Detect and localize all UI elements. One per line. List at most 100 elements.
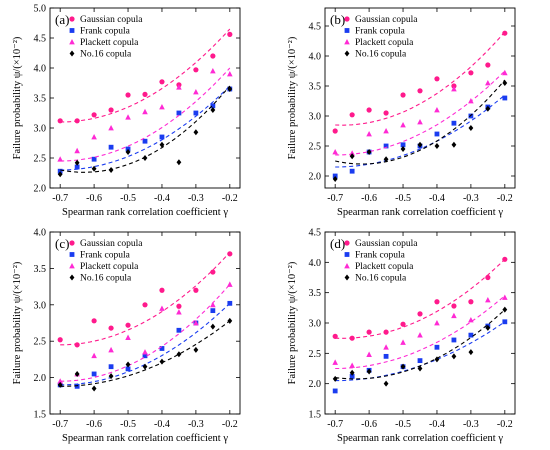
- data-point: [468, 316, 474, 323]
- data-point: [349, 112, 355, 118]
- x-tick-label: -0.5: [120, 419, 136, 430]
- y-tick-label: 3.5: [309, 82, 322, 93]
- y-tick-label: 4.0: [34, 64, 47, 75]
- data-point: [193, 67, 199, 73]
- data-point: [451, 303, 457, 309]
- y-tick-label: 5.0: [34, 4, 47, 15]
- data-point: [400, 339, 406, 345]
- legend-entry: Plackett copula: [80, 38, 139, 48]
- data-point: [383, 344, 389, 350]
- data-point: [417, 141, 423, 148]
- data-point: [159, 346, 165, 351]
- data-point: [57, 381, 63, 388]
- data-point: [91, 134, 97, 140]
- data-point: [502, 80, 508, 86]
- legend-marker: [69, 28, 75, 33]
- series-no-16-copula: [57, 85, 233, 178]
- x-tick-label: -0.2: [222, 419, 238, 430]
- x-tick-label: -0.6: [86, 419, 102, 430]
- data-point: [210, 269, 216, 275]
- legend-entry: Gaussian copula: [355, 15, 418, 25]
- fit-curve: [335, 295, 506, 370]
- data-point: [451, 86, 457, 92]
- data-point: [108, 364, 114, 370]
- data-point: [227, 300, 233, 306]
- y-tick-label: 2.5: [309, 142, 322, 153]
- x-axis-label: Spearman rank correlation coefficient γ: [62, 207, 228, 218]
- data-point: [159, 358, 165, 365]
- data-point: [468, 98, 474, 104]
- plot-frame: [324, 231, 516, 415]
- y-tick-label: 3.5: [34, 94, 47, 105]
- fit-curve: [335, 70, 506, 156]
- legend-entry: Plackett copula: [355, 38, 414, 48]
- data-point: [142, 363, 148, 370]
- data-point: [210, 53, 216, 59]
- data-point: [159, 134, 165, 140]
- data-point: [74, 370, 80, 377]
- data-point: [193, 89, 199, 95]
- legend-entry: Frank copula: [355, 27, 406, 37]
- data-point: [210, 103, 216, 109]
- series-gaussian-copula: [332, 30, 508, 134]
- series-no-16-copula: [57, 317, 233, 392]
- data-point: [400, 122, 406, 128]
- data-point: [451, 312, 457, 319]
- x-tick-label: -0.4: [154, 193, 170, 204]
- chart-panel-4: -0.7 -0.6 -0.5 -0.4 -0.3 -0.2 1.5 2.0 2.5 3.0 3.5 4…: [287, 228, 516, 444]
- data-point: [417, 311, 423, 317]
- data-point: [125, 149, 131, 155]
- data-point: [400, 321, 406, 327]
- data-point: [159, 79, 165, 85]
- data-point: [227, 71, 233, 77]
- data-point: [417, 332, 423, 338]
- y-axis-label: Failure probability ψ/(×10⁻²): [12, 261, 23, 384]
- data-point: [485, 324, 491, 331]
- data-point: [176, 309, 182, 315]
- data-point: [502, 319, 508, 325]
- data-point: [142, 108, 148, 115]
- data-point: [400, 142, 406, 148]
- data-point: [451, 353, 457, 360]
- data-point: [193, 320, 199, 326]
- data-point: [349, 150, 355, 156]
- data-point: [91, 112, 97, 118]
- legend-marker: [344, 274, 350, 281]
- legend-entry: Frank copula: [80, 251, 131, 261]
- legend-entry: Gaussian copula: [80, 15, 143, 25]
- data-point: [400, 363, 406, 370]
- legend-entry: Plackett copula: [355, 262, 414, 272]
- y-tick-label: 3.5: [309, 288, 322, 299]
- data-point: [125, 366, 131, 372]
- legend-marker: [69, 263, 75, 269]
- data-point: [468, 349, 474, 356]
- data-point: [125, 361, 131, 368]
- fit-curve: [335, 31, 506, 126]
- panel-label: (a): [55, 12, 69, 27]
- fit-curve: [60, 85, 231, 171]
- data-point: [176, 351, 182, 358]
- data-point: [108, 373, 114, 380]
- data-point: [176, 84, 182, 90]
- y-tick-label: 3.0: [309, 319, 322, 330]
- y-tick-label: 1.5: [309, 410, 322, 421]
- fit-curve: [335, 258, 506, 339]
- legend-marker: [344, 28, 350, 33]
- legend-marker: [344, 50, 350, 57]
- x-tick-label: -0.3: [188, 419, 204, 430]
- x-tick-label: -0.2: [222, 193, 238, 204]
- x-tick-label: -0.6: [86, 193, 102, 204]
- data-point: [332, 128, 338, 134]
- data-point: [57, 171, 63, 178]
- data-point: [108, 346, 114, 353]
- data-point: [91, 352, 97, 359]
- legend-marker: [344, 240, 350, 246]
- data-point: [142, 155, 148, 161]
- legend-entry: Frank copula: [80, 27, 131, 37]
- data-point: [366, 107, 372, 113]
- x-tick-label: -0.7: [327, 193, 343, 204]
- data-point: [74, 383, 80, 389]
- data-point: [159, 141, 165, 148]
- data-point: [383, 128, 389, 134]
